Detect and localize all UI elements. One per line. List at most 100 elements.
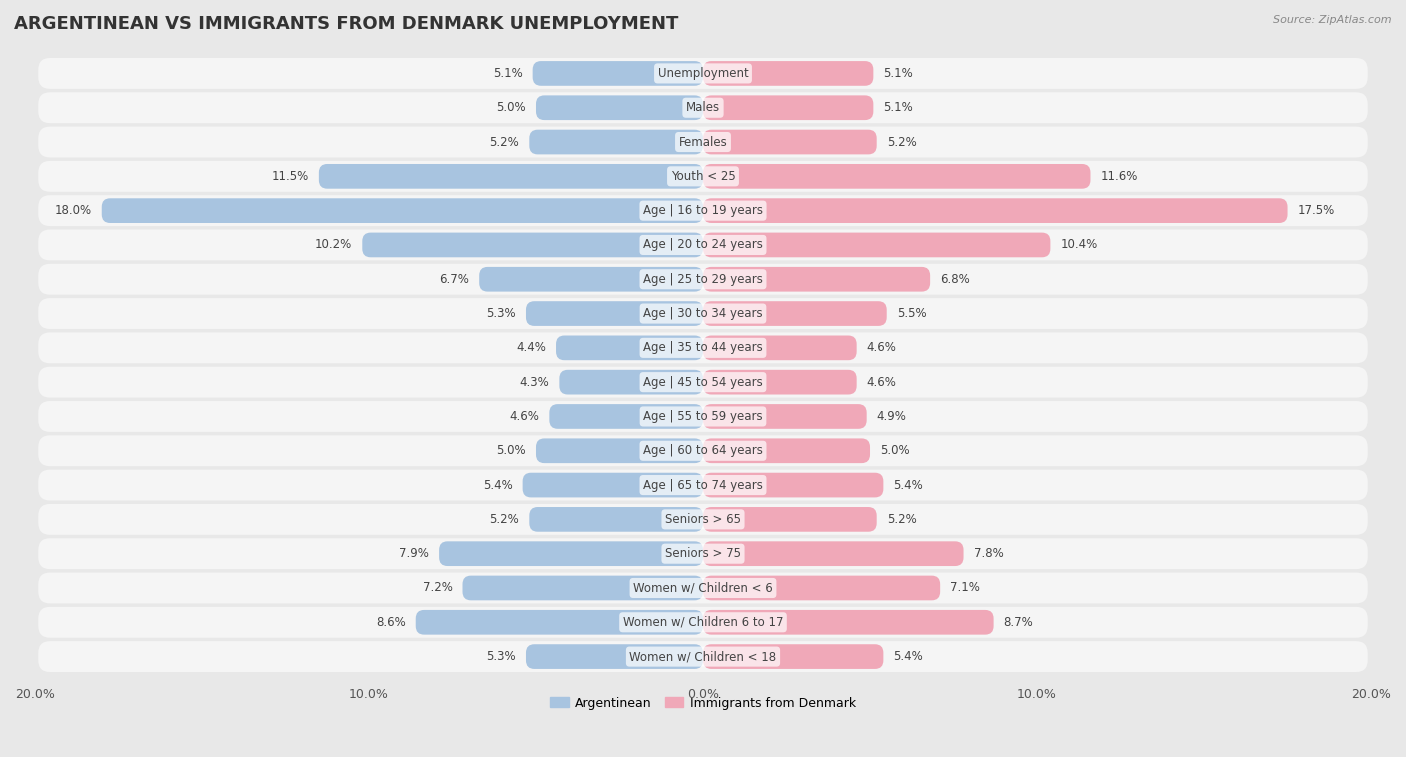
Text: 5.0%: 5.0% <box>496 101 526 114</box>
Text: Age | 65 to 74 years: Age | 65 to 74 years <box>643 478 763 491</box>
FancyBboxPatch shape <box>363 232 703 257</box>
FancyBboxPatch shape <box>536 95 703 120</box>
FancyBboxPatch shape <box>703 164 1091 188</box>
Text: Males: Males <box>686 101 720 114</box>
Legend: Argentinean, Immigrants from Denmark: Argentinean, Immigrants from Denmark <box>546 692 860 715</box>
Text: 7.1%: 7.1% <box>950 581 980 594</box>
Text: 4.6%: 4.6% <box>866 341 897 354</box>
Text: ARGENTINEAN VS IMMIGRANTS FROM DENMARK UNEMPLOYMENT: ARGENTINEAN VS IMMIGRANTS FROM DENMARK U… <box>14 15 679 33</box>
FancyBboxPatch shape <box>703 438 870 463</box>
Text: 5.3%: 5.3% <box>486 307 516 320</box>
FancyBboxPatch shape <box>703 610 994 634</box>
Text: Age | 30 to 34 years: Age | 30 to 34 years <box>643 307 763 320</box>
FancyBboxPatch shape <box>533 61 703 86</box>
FancyBboxPatch shape <box>38 229 1368 260</box>
Text: Age | 25 to 29 years: Age | 25 to 29 years <box>643 273 763 285</box>
Text: 4.6%: 4.6% <box>509 410 540 423</box>
Text: Women w/ Children 6 to 17: Women w/ Children 6 to 17 <box>623 615 783 629</box>
Text: 5.2%: 5.2% <box>887 513 917 526</box>
FancyBboxPatch shape <box>416 610 703 634</box>
Text: 5.1%: 5.1% <box>883 101 912 114</box>
Text: 5.3%: 5.3% <box>486 650 516 663</box>
FancyBboxPatch shape <box>529 129 703 154</box>
FancyBboxPatch shape <box>319 164 703 188</box>
Text: 6.7%: 6.7% <box>439 273 470 285</box>
FancyBboxPatch shape <box>38 366 1368 397</box>
FancyBboxPatch shape <box>703 61 873 86</box>
FancyBboxPatch shape <box>703 575 941 600</box>
Text: Seniors > 65: Seniors > 65 <box>665 513 741 526</box>
FancyBboxPatch shape <box>703 198 1288 223</box>
Text: Seniors > 75: Seniors > 75 <box>665 547 741 560</box>
FancyBboxPatch shape <box>101 198 703 223</box>
FancyBboxPatch shape <box>38 435 1368 466</box>
FancyBboxPatch shape <box>38 263 1368 294</box>
FancyBboxPatch shape <box>38 538 1368 569</box>
FancyBboxPatch shape <box>38 126 1368 157</box>
Text: 5.5%: 5.5% <box>897 307 927 320</box>
Text: 4.9%: 4.9% <box>877 410 907 423</box>
Text: Females: Females <box>679 136 727 148</box>
Text: Age | 20 to 24 years: Age | 20 to 24 years <box>643 238 763 251</box>
FancyBboxPatch shape <box>523 472 703 497</box>
FancyBboxPatch shape <box>703 541 963 566</box>
FancyBboxPatch shape <box>703 644 883 669</box>
Text: 10.2%: 10.2% <box>315 238 353 251</box>
Text: 5.0%: 5.0% <box>496 444 526 457</box>
FancyBboxPatch shape <box>703 267 931 291</box>
FancyBboxPatch shape <box>38 469 1368 500</box>
FancyBboxPatch shape <box>38 504 1368 534</box>
Text: 8.6%: 8.6% <box>375 615 406 629</box>
FancyBboxPatch shape <box>526 644 703 669</box>
FancyBboxPatch shape <box>560 370 703 394</box>
Text: 4.6%: 4.6% <box>866 375 897 388</box>
Text: 6.8%: 6.8% <box>941 273 970 285</box>
Text: 4.4%: 4.4% <box>516 341 546 354</box>
Text: 7.2%: 7.2% <box>423 581 453 594</box>
FancyBboxPatch shape <box>38 572 1368 603</box>
Text: 5.1%: 5.1% <box>494 67 523 80</box>
Text: 7.9%: 7.9% <box>399 547 429 560</box>
Text: 5.2%: 5.2% <box>887 136 917 148</box>
FancyBboxPatch shape <box>555 335 703 360</box>
Text: 4.3%: 4.3% <box>520 375 550 388</box>
Text: 5.0%: 5.0% <box>880 444 910 457</box>
FancyBboxPatch shape <box>479 267 703 291</box>
Text: 8.7%: 8.7% <box>1004 615 1033 629</box>
Text: Age | 16 to 19 years: Age | 16 to 19 years <box>643 204 763 217</box>
Text: Youth < 25: Youth < 25 <box>671 170 735 183</box>
Text: 5.2%: 5.2% <box>489 513 519 526</box>
Text: Age | 55 to 59 years: Age | 55 to 59 years <box>643 410 763 423</box>
Text: 5.4%: 5.4% <box>893 478 924 491</box>
FancyBboxPatch shape <box>536 438 703 463</box>
FancyBboxPatch shape <box>703 95 873 120</box>
Text: 11.6%: 11.6% <box>1101 170 1137 183</box>
Text: Women w/ Children < 18: Women w/ Children < 18 <box>630 650 776 663</box>
FancyBboxPatch shape <box>529 507 703 531</box>
Text: Age | 45 to 54 years: Age | 45 to 54 years <box>643 375 763 388</box>
FancyBboxPatch shape <box>703 301 887 326</box>
FancyBboxPatch shape <box>703 335 856 360</box>
FancyBboxPatch shape <box>38 195 1368 226</box>
FancyBboxPatch shape <box>463 575 703 600</box>
Text: 17.5%: 17.5% <box>1298 204 1334 217</box>
FancyBboxPatch shape <box>703 404 866 428</box>
Text: Women w/ Children < 6: Women w/ Children < 6 <box>633 581 773 594</box>
FancyBboxPatch shape <box>439 541 703 566</box>
FancyBboxPatch shape <box>38 161 1368 192</box>
Text: 18.0%: 18.0% <box>55 204 91 217</box>
Text: Age | 35 to 44 years: Age | 35 to 44 years <box>643 341 763 354</box>
Text: 5.1%: 5.1% <box>883 67 912 80</box>
FancyBboxPatch shape <box>38 298 1368 329</box>
FancyBboxPatch shape <box>703 129 877 154</box>
FancyBboxPatch shape <box>38 58 1368 89</box>
Text: 10.4%: 10.4% <box>1060 238 1098 251</box>
FancyBboxPatch shape <box>38 607 1368 637</box>
FancyBboxPatch shape <box>38 641 1368 672</box>
FancyBboxPatch shape <box>550 404 703 428</box>
Text: Source: ZipAtlas.com: Source: ZipAtlas.com <box>1274 15 1392 25</box>
FancyBboxPatch shape <box>703 507 877 531</box>
Text: Unemployment: Unemployment <box>658 67 748 80</box>
FancyBboxPatch shape <box>703 472 883 497</box>
Text: 5.4%: 5.4% <box>482 478 513 491</box>
